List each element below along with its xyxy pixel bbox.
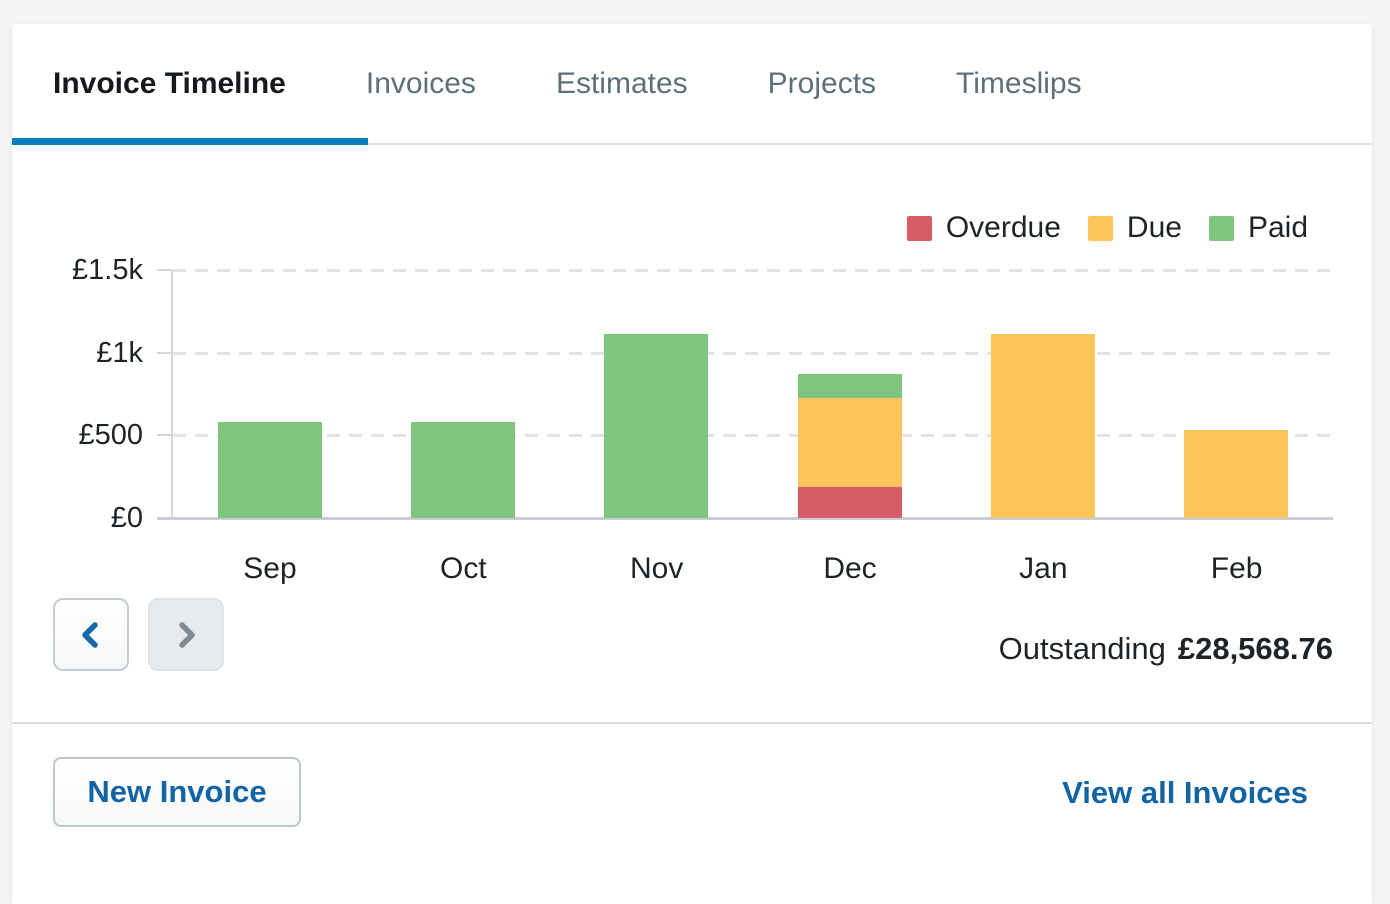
next-period-button[interactable] [148,598,224,671]
tab-timeslips[interactable]: Timeslips [956,66,1082,100]
legend-item-paid[interactable]: Paid [1208,211,1308,245]
y-axis-label: £500 [78,419,143,452]
x-axis-label-oct: Oct [439,552,487,585]
bar-jan-due[interactable] [991,333,1095,518]
gridline-£1k [173,351,1333,355]
tab-invoices[interactable]: Invoices [365,66,476,100]
bar-dec-due[interactable] [797,398,902,488]
bar-sep-paid[interactable] [217,422,322,518]
invoice-timeline-card: Invoice Timeline Invoices Estimates Proj… [12,24,1372,904]
legend-label: Paid [1247,211,1308,244]
bar-nov-paid[interactable] [604,333,709,518]
new-invoice-button[interactable]: New Invoice [53,757,301,827]
tab-bar: Invoice Timeline Invoices Estimates Proj… [12,24,1372,145]
tab-invoice-timeline[interactable]: Invoice Timeline [53,66,286,100]
prev-period-button[interactable] [53,598,129,671]
gridline-£500 [173,434,1333,438]
x-axis-line [157,517,1333,520]
outstanding-amount: £28,568.76 [1177,631,1333,666]
y-axis-label: £0 [110,502,143,534]
bar-dec-overdue[interactable] [797,487,902,518]
outstanding-summary: Outstanding £28,568.76 [999,631,1333,667]
tab-projects[interactable]: Projects [767,66,877,100]
x-axis-label-nov: Nov [629,552,684,585]
chevron-left-icon [82,621,98,648]
outstanding-label: Outstanding [998,631,1166,666]
footer-divider [12,722,1372,724]
x-axis-label-sep: Sep [243,552,297,585]
y-tick-mark [157,269,172,271]
legend-item-overdue[interactable]: Overdue [906,211,1061,245]
view-all-invoices-link[interactable]: View all Invoices [1062,775,1308,810]
x-axis-label-feb: Feb [1210,552,1263,585]
legend-item-due[interactable]: Due [1087,211,1182,245]
bar-chart: Overdue Due Paid £0 £500 £1k £1.5k Sep Oct Nov… [12,145,1372,722]
active-tab-underline [12,138,368,145]
bar-oct-paid[interactable] [411,422,515,518]
chevron-right-icon [179,621,195,648]
tab-estimates[interactable]: Estimates [555,66,688,100]
card-footer: New Invoice View all Invoices [12,724,1372,884]
x-axis-label-dec: Dec [823,552,877,585]
y-axis-label: £1.5k [72,254,143,286]
bar-feb-due[interactable] [1184,430,1289,518]
paid-swatch-icon [1208,215,1234,241]
legend-label: Overdue [945,211,1061,244]
x-axis-label-jan: Jan [1019,552,1068,585]
y-axis-line [171,270,173,520]
gridline-£1.5k [173,269,1333,272]
y-axis-label: £1k [96,336,143,369]
y-tick-mark [157,434,172,437]
overdue-swatch-icon [906,215,932,241]
chart-legend: Overdue Due Paid [906,211,1308,245]
bar-dec-paid[interactable] [797,374,902,399]
due-swatch-icon [1087,215,1113,241]
y-tick-mark [157,351,172,354]
legend-label: Due [1126,211,1182,244]
